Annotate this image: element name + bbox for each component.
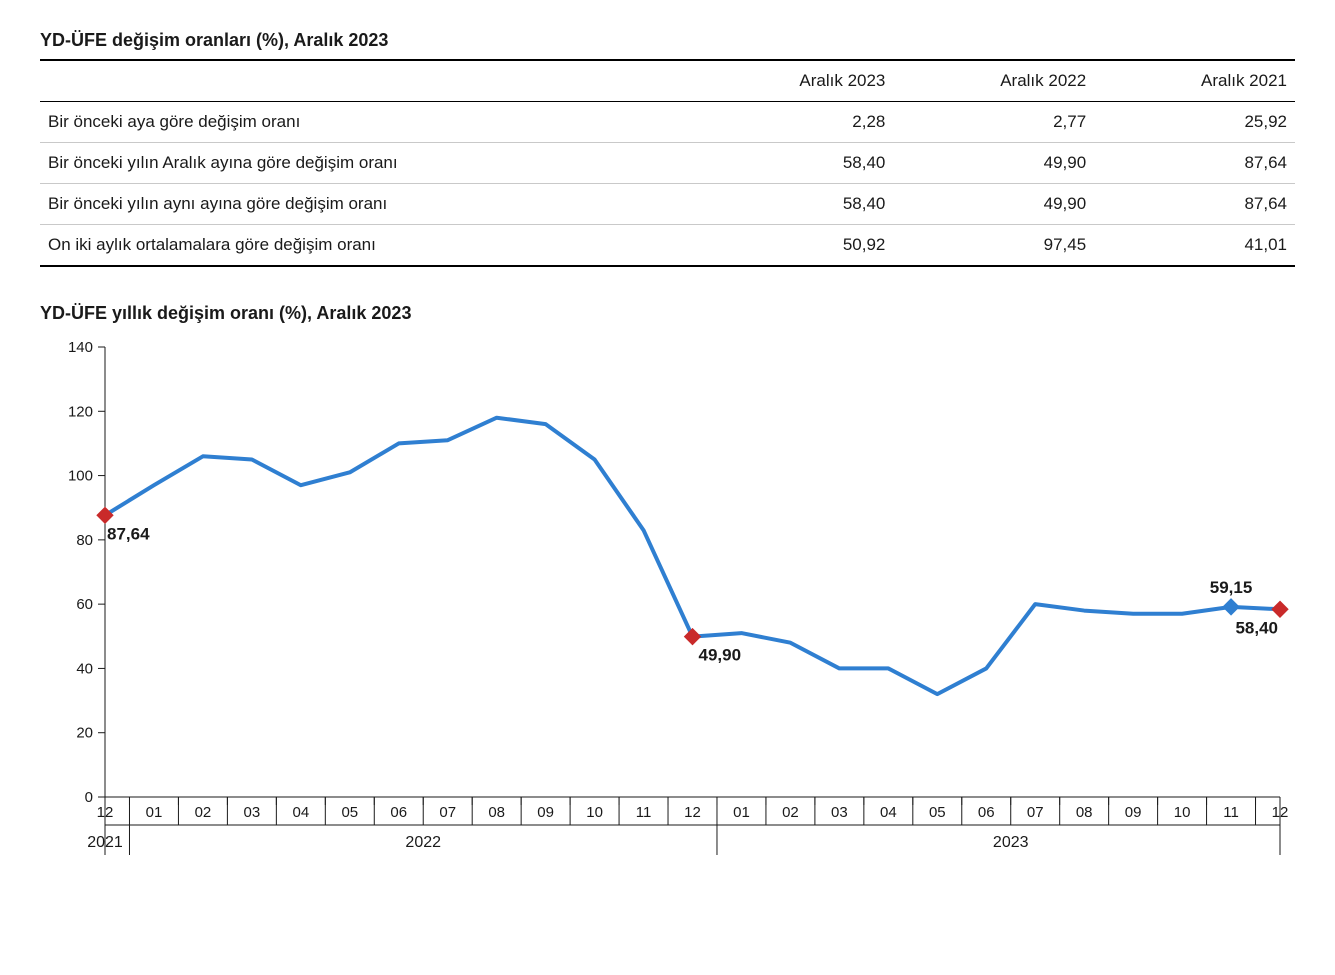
table-header: Aralık 2021 <box>1094 60 1295 102</box>
svg-text:40: 40 <box>76 660 93 677</box>
svg-text:58,40: 58,40 <box>1235 618 1278 637</box>
table-row: On iki aylık ortalamalara göre değişim o… <box>40 225 1295 267</box>
svg-text:2023: 2023 <box>993 834 1029 851</box>
svg-text:12: 12 <box>1272 804 1289 821</box>
table-cell-value: 58,40 <box>693 184 894 225</box>
svg-text:08: 08 <box>488 804 505 821</box>
table-cell-value: 58,40 <box>693 143 894 184</box>
table-cell-value: 49,90 <box>893 143 1094 184</box>
svg-text:60: 60 <box>76 596 93 613</box>
table-row: Bir önceki yılın aynı ayına göre değişim… <box>40 184 1295 225</box>
table-cell-value: 87,64 <box>1094 184 1295 225</box>
table-row: Bir önceki yılın Aralık ayına göre değiş… <box>40 143 1295 184</box>
table-cell-label: Bir önceki yılın Aralık ayına göre değiş… <box>40 143 693 184</box>
svg-text:20: 20 <box>76 725 93 742</box>
svg-text:04: 04 <box>292 804 309 821</box>
svg-text:04: 04 <box>880 804 897 821</box>
table-header-rowhead <box>40 60 693 102</box>
chart-title: YD-ÜFE yıllık değişim oranı (%), Aralık … <box>40 303 1295 324</box>
svg-text:06: 06 <box>978 804 995 821</box>
table-title: YD-ÜFE değişim oranları (%), Aralık 2023 <box>40 30 1295 51</box>
svg-text:09: 09 <box>1125 804 1142 821</box>
table-header: Aralık 2023 <box>693 60 894 102</box>
table-cell-value: 49,90 <box>893 184 1094 225</box>
svg-text:05: 05 <box>929 804 946 821</box>
svg-text:12: 12 <box>97 804 114 821</box>
line-chart: 0204060801001201401201020304050607080910… <box>40 332 1290 892</box>
table-cell-value: 2,28 <box>693 102 894 143</box>
svg-text:2022: 2022 <box>405 834 441 851</box>
svg-text:10: 10 <box>1174 804 1191 821</box>
svg-text:01: 01 <box>146 804 163 821</box>
table-cell-value: 87,64 <box>1094 143 1295 184</box>
svg-text:2021: 2021 <box>87 834 123 851</box>
svg-text:80: 80 <box>76 532 93 549</box>
svg-text:02: 02 <box>195 804 212 821</box>
svg-text:01: 01 <box>733 804 750 821</box>
data-table: Aralık 2023Aralık 2022Aralık 2021 Bir ön… <box>40 59 1295 267</box>
table-cell-label: Bir önceki yılın aynı ayına göre değişim… <box>40 184 693 225</box>
svg-text:87,64: 87,64 <box>107 524 150 543</box>
svg-text:0: 0 <box>85 789 93 806</box>
svg-text:02: 02 <box>782 804 799 821</box>
svg-text:08: 08 <box>1076 804 1093 821</box>
table-cell-value: 2,77 <box>893 102 1094 143</box>
svg-text:06: 06 <box>390 804 407 821</box>
table-cell-label: On iki aylık ortalamalara göre değişim o… <box>40 225 693 267</box>
table-row: Bir önceki aya göre değişim oranı2,282,7… <box>40 102 1295 143</box>
svg-text:59,15: 59,15 <box>1210 578 1253 597</box>
table-cell-value: 50,92 <box>693 225 894 267</box>
svg-text:140: 140 <box>68 339 93 356</box>
svg-text:100: 100 <box>68 468 93 485</box>
svg-text:03: 03 <box>244 804 261 821</box>
svg-text:07: 07 <box>1027 804 1044 821</box>
svg-text:12: 12 <box>684 804 701 821</box>
svg-text:11: 11 <box>1223 804 1239 821</box>
table-cell-label: Bir önceki aya göre değişim oranı <box>40 102 693 143</box>
table-cell-value: 41,01 <box>1094 225 1295 267</box>
svg-text:09: 09 <box>537 804 554 821</box>
svg-text:07: 07 <box>439 804 456 821</box>
table-header: Aralık 2022 <box>893 60 1094 102</box>
svg-text:03: 03 <box>831 804 848 821</box>
svg-text:120: 120 <box>68 403 93 420</box>
table-cell-value: 97,45 <box>893 225 1094 267</box>
svg-text:10: 10 <box>586 804 603 821</box>
svg-text:11: 11 <box>636 804 652 821</box>
table-cell-value: 25,92 <box>1094 102 1295 143</box>
svg-text:49,90: 49,90 <box>699 646 742 665</box>
svg-text:05: 05 <box>341 804 358 821</box>
